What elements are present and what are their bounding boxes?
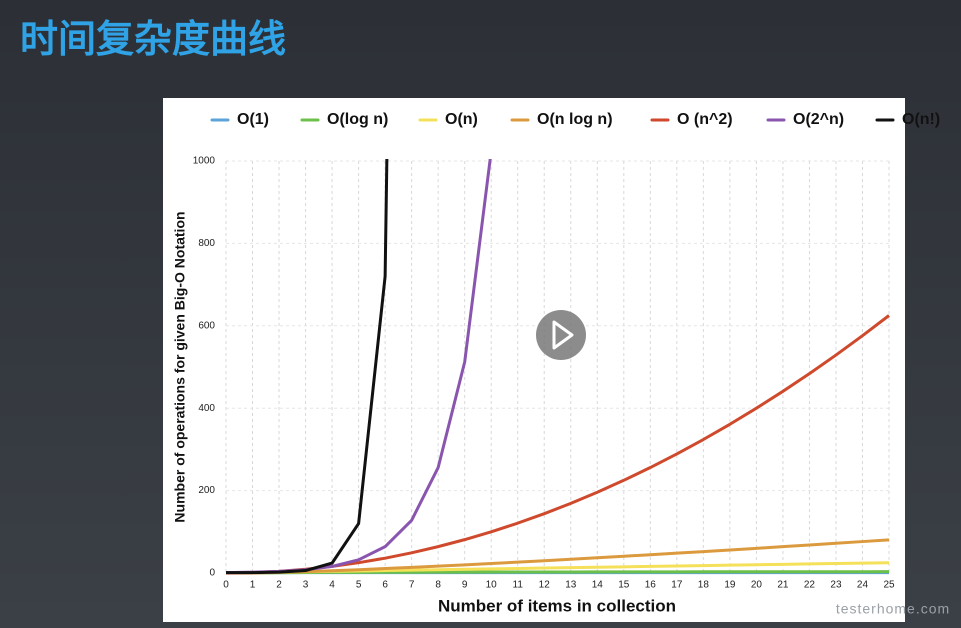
x-tick-label: 2 [276, 580, 282, 591]
series-line [226, 538, 890, 575]
chart-panel [163, 98, 905, 622]
x-tick-label: 0 [223, 580, 229, 591]
x-tick-label: 1 [250, 580, 256, 591]
y-tick-label: 0 [209, 568, 215, 579]
x-tick-label: 4 [329, 580, 335, 591]
legend-label: O(2^n) [793, 111, 844, 128]
legend-label: O (n^2) [677, 111, 733, 128]
legend-label: O(n) [445, 111, 478, 128]
x-tick-label: 8 [435, 580, 441, 591]
watermark: testerhome.com [836, 601, 950, 617]
legend-label: O(n!) [902, 111, 940, 128]
y-tick-label: 1000 [193, 156, 216, 167]
x-tick-label: 24 [857, 580, 869, 591]
y-axis-label: Number of operations for given Big-O Not… [172, 211, 188, 522]
legend: O(1) O(log n) O(n) O(n log n) O (n^2) O(2^n) O… [210, 111, 940, 128]
x-tick-label: 18 [698, 580, 710, 591]
x-tick-label: 3 [303, 580, 309, 591]
legend-label: O(1) [237, 111, 269, 128]
slide-title: 时间复杂度曲线 [20, 19, 286, 61]
legend-label: O(log n) [327, 111, 388, 128]
y-tick-label: 400 [198, 403, 215, 414]
x-tick-label: 25 [883, 580, 895, 591]
x-tick-label: 22 [804, 580, 816, 591]
x-tick-label: 21 [777, 580, 789, 591]
x-tick-label: 19 [724, 580, 736, 591]
x-tick-label: 7 [409, 580, 415, 591]
x-tick-label: 12 [539, 580, 551, 591]
x-tick-label: 5 [356, 580, 362, 591]
x-tick-label: 20 [751, 580, 763, 591]
x-tick-label: 17 [671, 580, 683, 591]
x-axis-label: Number of items in collection [438, 596, 676, 615]
x-tick-label: 14 [592, 580, 604, 591]
legend-label: O(n log n) [537, 111, 613, 128]
x-tick-label: 9 [462, 580, 468, 591]
x-tick-label: 11 [513, 580, 524, 591]
x-tick-label: 10 [486, 580, 498, 591]
y-tick-label: 200 [198, 485, 215, 496]
x-tick-label: 13 [565, 580, 577, 591]
series-line [226, 159, 389, 575]
y-tick-label: 600 [198, 320, 215, 331]
y-tick-label: 800 [198, 238, 215, 249]
x-tick-label: 23 [830, 580, 842, 591]
x-tick-label: 16 [645, 580, 657, 591]
plot-area [225, 159, 890, 575]
play-icon [552, 320, 574, 350]
x-tick-label: 15 [618, 580, 630, 591]
x-tick-label: 6 [382, 580, 388, 591]
play-button[interactable] [536, 310, 586, 360]
